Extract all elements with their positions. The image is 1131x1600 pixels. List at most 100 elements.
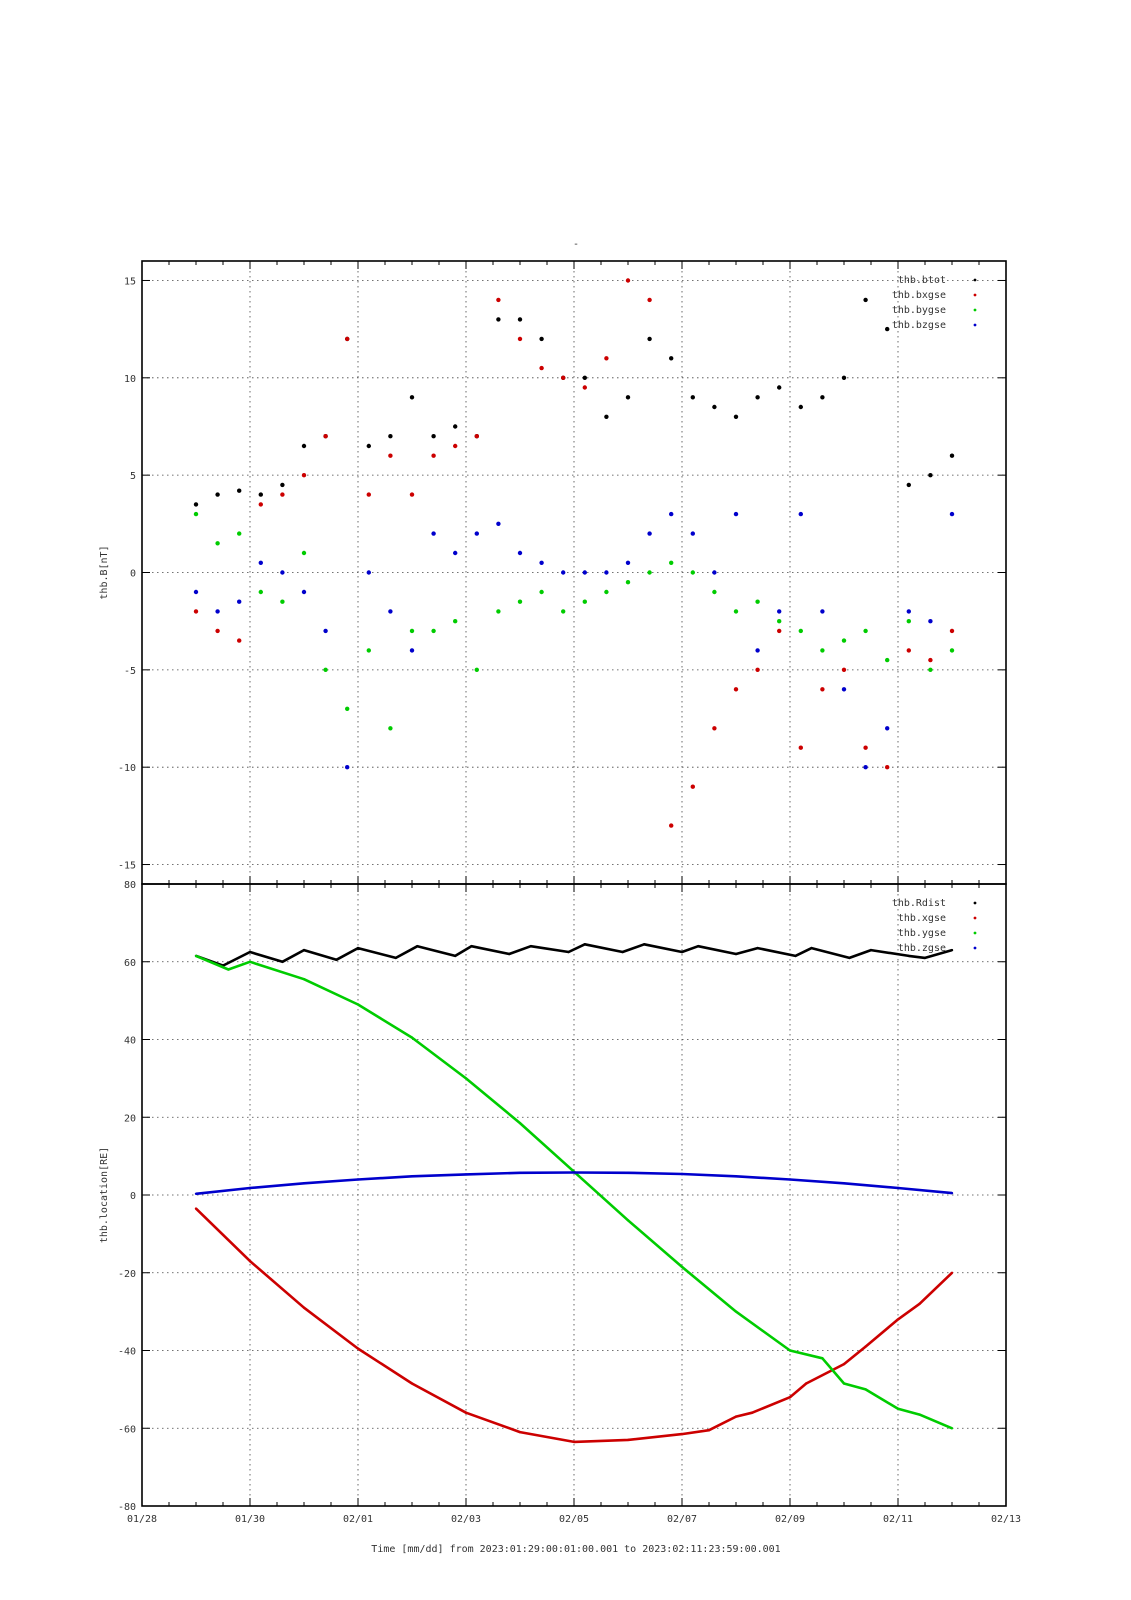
data-point-thb-bzgse	[669, 511, 674, 517]
data-point-thb-zgse	[896, 1186, 900, 1190]
data-point-thb-ygse	[788, 1349, 792, 1352]
data-point-thb-bygse	[561, 609, 566, 614]
data-point-thb-btot	[755, 395, 760, 400]
data-point-thb-Rdist	[923, 956, 927, 960]
data-point-thb-xgse	[302, 1306, 306, 1309]
legend-marker-thb-bxgse	[973, 293, 977, 297]
location-frame	[141, 883, 1007, 1507]
data-point-thb-Rdist	[281, 960, 284, 963]
data-point-thb-ygse	[248, 960, 252, 963]
data-point-thb-btot	[604, 414, 609, 419]
data-point-thb-bzgse	[258, 560, 263, 565]
data-point-thb-bygse	[625, 580, 631, 585]
data-point-thb-bxgse	[712, 726, 717, 731]
data-point-thb-ygse	[918, 1413, 921, 1416]
data-point-thb-ygse	[680, 1265, 684, 1269]
location-y-axis-label: thb.location[RE]	[99, 1147, 110, 1243]
data-point-thb-ygse	[356, 1003, 360, 1006]
data-point-thb-Rdist	[248, 950, 252, 954]
data-point-thb-Rdist	[529, 945, 532, 948]
data-point-thb-ygse	[518, 1121, 522, 1125]
data-point-thb-bxgse	[885, 765, 890, 770]
data-point-thb-btot	[798, 404, 803, 410]
data-point-thb-bxgse	[388, 453, 393, 458]
data-point-thb-ygse	[626, 1219, 630, 1222]
location-y-tick-label: -40	[118, 1347, 136, 1358]
data-point-thb-Rdist	[950, 948, 954, 952]
data-point-thb-bygse	[431, 628, 436, 634]
data-point-thb-bzgse	[345, 765, 350, 770]
x-tick-label: 02/11	[883, 1514, 913, 1525]
legend-label-thb-xgse: thb.xgse	[898, 913, 946, 924]
data-point-thb-bxgse	[258, 502, 263, 507]
data-point-thb-bygse	[258, 589, 263, 595]
data-point-thb-Rdist	[643, 943, 646, 946]
data-point-thb-bygse	[409, 628, 415, 634]
data-point-thb-btot	[280, 482, 285, 488]
data-point-thb-zgse	[950, 1191, 954, 1195]
data-point-thb-Rdist	[680, 950, 684, 954]
data-point-thb-Rdist	[583, 943, 586, 946]
data-point-thb-btot	[777, 385, 782, 390]
legend-marker-thb-ygse	[973, 931, 977, 935]
data-point-thb-bygse	[820, 648, 825, 653]
data-point-thb-btot	[690, 395, 695, 400]
legend-marker-thb-zgse	[973, 946, 977, 950]
data-point-thb-bygse	[388, 726, 393, 731]
data-point-thb-btot	[820, 395, 825, 400]
data-point-thb-btot	[258, 492, 263, 497]
data-point-thb-ygse	[842, 1382, 846, 1385]
data-point-thb-Rdist	[794, 954, 797, 958]
data-point-thb-bzgse	[474, 531, 479, 536]
legend-label-thb-ygse: thb.ygse	[898, 928, 946, 939]
legend-marker-thb-bzgse	[973, 323, 977, 327]
data-point-thb-bxgse	[582, 385, 587, 390]
data-point-thb-btot	[215, 492, 220, 497]
location-y-tick-label: -20	[118, 1269, 136, 1280]
data-point-thb-xgse	[950, 1271, 954, 1275]
data-point-thb-btot	[885, 326, 890, 332]
data-point-thb-Rdist	[810, 946, 813, 950]
legend-marker-thb-Rdist	[973, 901, 977, 905]
data-point-thb-bzgse	[323, 628, 328, 634]
data-point-thb-bxgse	[301, 473, 307, 478]
legend-marker-thb-btot	[973, 278, 977, 282]
data-point-thb-bygse	[863, 628, 868, 634]
data-point-thb-xgse	[896, 1318, 900, 1321]
data-point-thb-bxgse	[539, 365, 544, 371]
data-point-thb-Rdist	[869, 948, 873, 952]
location-y-tick-label: 20	[124, 1113, 136, 1124]
data-point-thb-bygse	[712, 589, 717, 595]
data-point-thb-bxgse	[906, 648, 911, 653]
data-point-thb-xgse	[518, 1430, 522, 1434]
magnetic-field-y-tick-labels: -15 -10 -5 0 5 10 15	[118, 276, 136, 871]
data-point-thb-btot	[669, 356, 674, 361]
data-point-thb-Rdist	[394, 956, 397, 960]
data-point-thb-bygse	[280, 599, 285, 604]
data-point-thb-bzgse	[777, 609, 782, 614]
data-point-thb-bzgse	[453, 550, 458, 556]
data-point-thb-bzgse	[733, 511, 739, 517]
data-point-thb-btot	[388, 434, 393, 439]
data-point-thb-bygse	[777, 619, 782, 624]
data-point-thb-bygse	[474, 667, 479, 672]
data-point-thb-ygse	[864, 1388, 867, 1391]
magnetic-field-plot-area	[193, 278, 955, 828]
data-point-thb-ygse	[896, 1407, 900, 1411]
data-point-thb-Rdist	[697, 945, 700, 948]
data-point-thb-bygse	[690, 570, 695, 575]
data-point-thb-Rdist	[508, 952, 511, 956]
magnetic-field-panel: -15 -10 -5 0 5 10 15 thb.btot thb.bxgse thb.bygs…	[99, 260, 1007, 885]
data-point-thb-bygse	[733, 609, 739, 614]
data-point-thb-zgse	[356, 1178, 360, 1181]
legend-label-thb-Rdist: thb.Rdist	[892, 898, 946, 909]
data-point-thb-bxgse	[928, 657, 933, 663]
data-point-thb-zgse	[248, 1186, 252, 1190]
data-point-thb-bzgse	[755, 648, 760, 653]
data-point-thb-bygse	[604, 589, 609, 595]
data-point-thb-bxgse	[215, 628, 220, 634]
data-point-thb-btot	[366, 443, 371, 449]
data-point-thb-btot	[733, 414, 739, 419]
legend-label-thb-bzgse: thb.bzgse	[892, 320, 946, 331]
data-point-thb-zgse	[302, 1182, 306, 1185]
